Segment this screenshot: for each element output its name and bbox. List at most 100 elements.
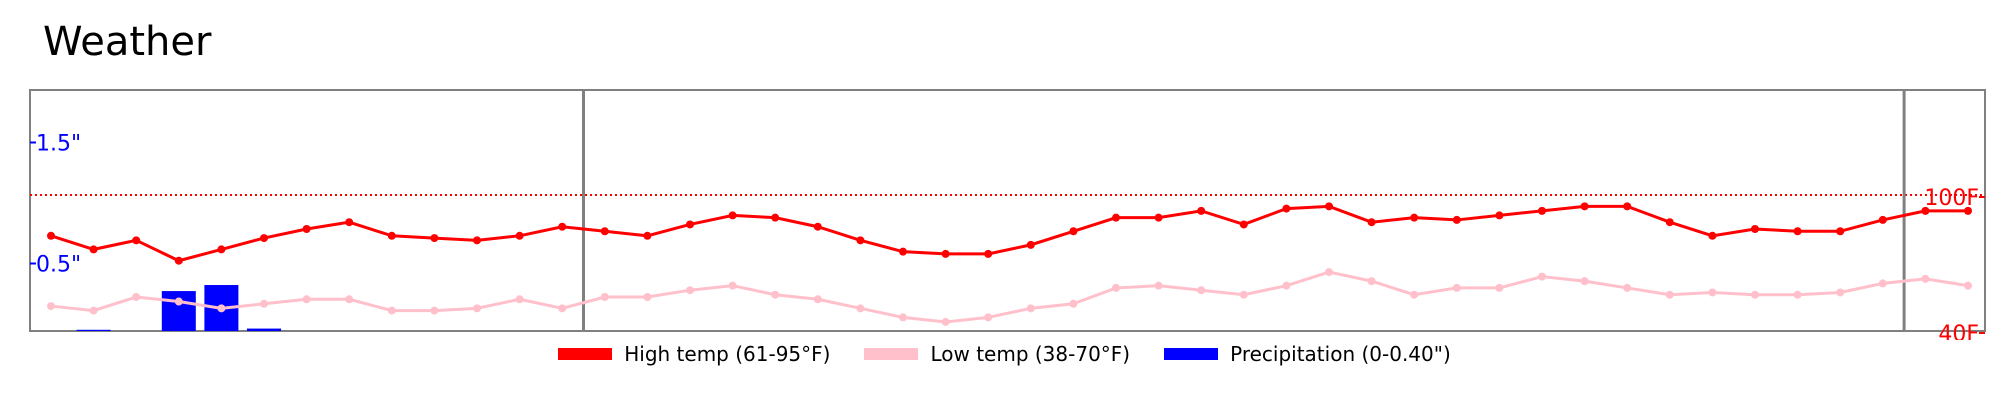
high-temp-point <box>1367 218 1376 227</box>
low-temp-point <box>728 281 737 290</box>
low-temp-point <box>558 304 567 313</box>
low-temp-point <box>89 306 98 315</box>
low-temp-point <box>856 304 865 313</box>
low-temp-point <box>1495 283 1504 292</box>
precip-bar <box>161 291 196 331</box>
high-temp-point <box>1793 227 1802 236</box>
low-temp-point <box>302 295 311 304</box>
legend-swatch-precip <box>1164 348 1219 360</box>
legend-label-precip: Precipitation (0-0.40") <box>1230 342 1451 366</box>
high-temp-point <box>1026 240 1035 249</box>
low-temp-point <box>1623 283 1632 292</box>
high-temp-point <box>89 245 98 254</box>
high-temp-point <box>1197 206 1206 215</box>
low-temp-point <box>1325 268 1333 277</box>
high-temp-point <box>643 231 652 240</box>
low-temp-point <box>941 317 950 326</box>
legend-item-precip: Precipitation (0-0.40") <box>1164 342 1451 366</box>
high-temp-point <box>1239 220 1248 229</box>
low-temp-point <box>771 290 780 299</box>
left-tick-label: 1.5" <box>36 132 81 157</box>
high-temp-point <box>813 222 822 231</box>
high-temp-line <box>50 204 1968 263</box>
high-temp-point <box>47 231 55 240</box>
low-temp-point <box>473 304 481 313</box>
low-temp-point <box>1665 290 1674 299</box>
low-temp-point <box>217 304 226 313</box>
low-temp-point <box>345 295 354 304</box>
low-temp-point <box>1112 283 1120 292</box>
high-temp-point <box>1921 206 1930 215</box>
chart-title: Weather <box>43 19 212 65</box>
high-temp-point <box>1410 213 1419 222</box>
low-temp-point <box>1921 274 1930 283</box>
high-temp-point <box>345 218 354 227</box>
low-temp-point <box>1197 286 1206 295</box>
low-temp-point <box>686 286 694 295</box>
high-temp-point <box>174 256 183 265</box>
high-temp-point <box>899 247 907 256</box>
high-temp-point <box>1452 215 1461 224</box>
low-temp-point <box>1282 281 1291 290</box>
low-temp-point <box>1708 288 1717 297</box>
high-temp-point <box>473 236 481 245</box>
low-temp-point <box>1154 281 1163 290</box>
low-temp-point <box>1836 288 1845 297</box>
low-temp-point <box>260 299 268 308</box>
plot-frame <box>29 89 1986 332</box>
high-temp-point <box>1878 215 1887 224</box>
right-tick-label: 40F <box>1938 322 1979 340</box>
high-temp-point <box>686 220 694 229</box>
high-temp-point <box>430 234 439 243</box>
high-temp-point <box>856 236 865 245</box>
weather-chart: 1.5" 0.5" 100F 40F <box>29 89 1986 340</box>
high-temp-point <box>1112 213 1120 222</box>
low-temp-point <box>643 292 652 301</box>
low-temp-point <box>1367 277 1376 286</box>
low-temp-point <box>813 295 822 304</box>
legend-label-high: High temp (61-95°F) <box>624 342 831 366</box>
legend-swatch-low <box>864 348 919 360</box>
high-temp-point <box>1665 218 1674 227</box>
high-temp-point <box>260 234 268 243</box>
high-temp-point <box>515 231 524 240</box>
high-temp-point <box>1751 224 1759 233</box>
legend-label-low: Low temp (38-70°F) <box>930 342 1131 366</box>
low-temp-point <box>1026 304 1035 313</box>
low-temp-point <box>1239 290 1248 299</box>
high-temp-point <box>1495 211 1504 220</box>
low-temp-point <box>1580 277 1589 286</box>
high-temp-point <box>1538 206 1546 215</box>
low-temp-point <box>1410 290 1419 299</box>
high-temp-point <box>941 249 950 258</box>
high-temp-point <box>1623 202 1632 211</box>
high-temp-point <box>558 222 567 231</box>
chart-legend: High temp (61-95°F) Low temp (38-70°F) P… <box>0 342 2009 366</box>
precip-bar <box>76 329 111 331</box>
low-temp-point <box>1069 299 1078 308</box>
low-temp-point <box>899 313 907 322</box>
high-temp-point <box>1836 227 1845 236</box>
precip-bar <box>247 328 281 331</box>
low-temp-point <box>1538 272 1546 281</box>
low-temp-point <box>387 306 396 315</box>
high-temp-point <box>1964 206 1972 215</box>
low-temp-point <box>515 295 524 304</box>
low-temp-point <box>1793 290 1802 299</box>
high-temp-point <box>132 236 141 245</box>
low-temp-point <box>174 297 183 306</box>
high-temp-point <box>1325 202 1333 211</box>
high-temp-point <box>302 224 311 233</box>
high-temp-point <box>984 249 993 258</box>
low-temp-point <box>1964 281 1972 290</box>
low-temp-point <box>600 292 609 301</box>
low-temp-point <box>430 306 439 315</box>
low-temp-point <box>1878 279 1887 288</box>
high-temp-point <box>1154 213 1163 222</box>
legend-swatch-high <box>558 348 613 360</box>
low-temp-line <box>50 270 1969 324</box>
high-temp-point <box>1069 227 1078 236</box>
low-temp-point <box>1452 283 1461 292</box>
left-tick-label: 0.5" <box>36 253 81 278</box>
high-temp-point <box>600 227 609 236</box>
